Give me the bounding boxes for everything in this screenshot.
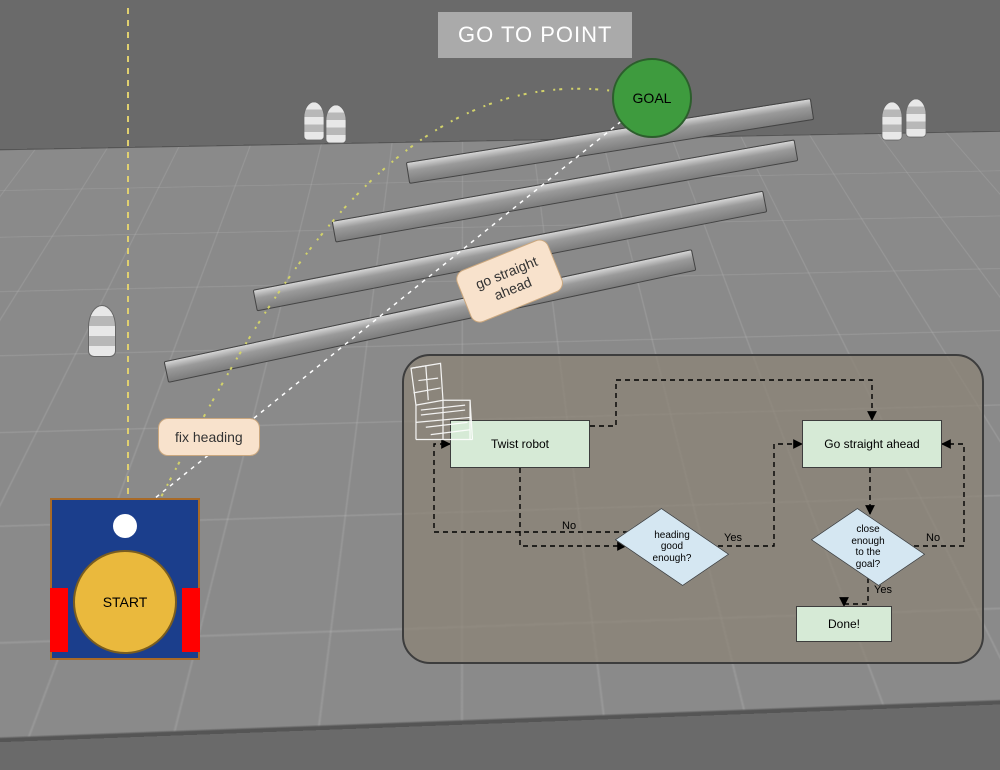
wireframe-chair-icon xyxy=(404,356,482,442)
robot-start: START xyxy=(50,498,200,660)
robot-wheel xyxy=(50,588,68,652)
traffic-cone xyxy=(88,305,116,357)
flow-node-done: Done! xyxy=(796,606,892,642)
robot-sensor-icon xyxy=(113,514,137,538)
edge-label-yes: Yes xyxy=(874,584,892,596)
traffic-cone xyxy=(326,105,347,144)
flowchart-edges xyxy=(404,356,986,666)
flowchart-panel: Twist robot Go straight ahead Done! head… xyxy=(402,354,984,664)
traffic-cone xyxy=(906,99,927,138)
goal-label: GOAL xyxy=(633,90,672,106)
callout-fix-heading: fix heading xyxy=(158,418,260,456)
edge-label-no: No xyxy=(926,532,940,544)
traffic-cone xyxy=(882,102,903,141)
robot-wheel xyxy=(182,588,200,652)
page-title: GO TO POINT xyxy=(438,12,632,58)
goal-marker: GOAL xyxy=(612,58,692,138)
flow-node-go-straight: Go straight ahead xyxy=(802,420,942,468)
edge-label-yes: Yes xyxy=(724,532,742,544)
flow-decision-close: closeenoughto thegoal? xyxy=(820,514,916,580)
start-label: START xyxy=(73,550,177,654)
flow-decision-heading: headinggoodenough? xyxy=(624,514,720,580)
traffic-cone xyxy=(304,102,325,141)
edge-label-no: No xyxy=(562,520,576,532)
